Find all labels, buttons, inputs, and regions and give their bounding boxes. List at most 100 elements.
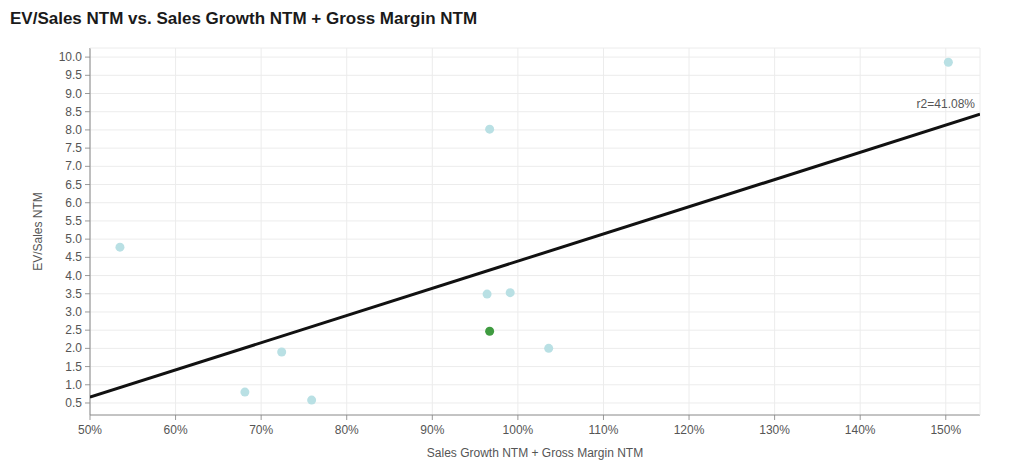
x-grid-line	[90, 48, 91, 415]
y-tick	[85, 257, 90, 258]
y-tick	[85, 293, 90, 294]
trend-line	[90, 114, 980, 397]
y-tick-label: 1.5	[65, 360, 82, 374]
y-tick	[85, 402, 90, 403]
x-tick-label: 50%	[78, 423, 102, 437]
x-axis-label: Sales Growth NTM + Gross Margin NTM	[427, 446, 643, 460]
grid	[90, 48, 980, 415]
point	[485, 327, 494, 336]
y-tick-label: 0.5	[65, 396, 82, 410]
y-tick-label: 5.5	[65, 214, 82, 228]
x-tick-label: 140%	[845, 423, 876, 437]
y-grid-line	[90, 366, 980, 367]
y-tick-label: 8.5	[65, 105, 82, 119]
y-tick-label: 6.5	[65, 178, 82, 192]
point	[483, 290, 492, 299]
x-tick-label: 80%	[335, 423, 359, 437]
x-tick	[689, 415, 690, 420]
y-tick-label: 4.0	[65, 269, 82, 283]
x-tick	[90, 415, 91, 420]
y-tick-label: 4.5	[65, 250, 82, 264]
y-tick	[85, 220, 90, 221]
y-tick-label: 10.0	[59, 50, 83, 64]
y-tick	[85, 311, 90, 312]
y-tick-label: 3.0	[65, 305, 82, 319]
y-grid-line	[90, 184, 980, 185]
y-tick	[85, 202, 90, 203]
y-axis	[90, 48, 91, 415]
x-tick-label: 70%	[249, 423, 273, 437]
y-tick	[85, 75, 90, 76]
x-tick	[432, 415, 433, 420]
x-grid-line	[603, 48, 604, 415]
y-grid-line	[90, 348, 980, 349]
y-tick	[85, 348, 90, 349]
y-grid-line	[90, 129, 980, 130]
x-tick	[175, 415, 176, 420]
y-tick	[85, 275, 90, 276]
y-tick	[85, 366, 90, 367]
x-tick-label: 110%	[589, 423, 619, 437]
y-grid-line	[90, 93, 980, 94]
x-tick	[517, 415, 518, 420]
annotation: r2=41.08%	[917, 97, 976, 111]
x-grid-line	[432, 48, 433, 415]
point	[240, 388, 249, 397]
y-grid-line	[90, 57, 980, 58]
y-axis-label: EV/Sales NTM	[31, 192, 45, 271]
y-tick	[85, 129, 90, 130]
x-tick	[860, 415, 861, 420]
y-tick	[85, 330, 90, 331]
x-grid-line	[860, 48, 861, 415]
y-tick	[85, 239, 90, 240]
x-grid-line	[517, 48, 518, 415]
plot-area	[90, 58, 980, 405]
y-tick	[85, 93, 90, 94]
x-tick	[945, 415, 946, 420]
point	[944, 58, 953, 67]
y-tick-label: 5.0	[65, 232, 82, 246]
x-tick-label: 100%	[503, 423, 534, 437]
x-tick	[774, 415, 775, 420]
x-grid-line	[346, 48, 347, 415]
y-grid-line	[90, 111, 980, 112]
y-tick	[85, 111, 90, 112]
y-grid-line	[90, 148, 980, 149]
y-tick-label: 9.0	[65, 87, 82, 101]
point	[277, 348, 286, 357]
y-grid-line	[90, 311, 980, 312]
y-tick-label: 7.5	[65, 141, 82, 155]
plot-frame	[90, 48, 980, 49]
point	[485, 125, 494, 134]
y-tick	[85, 57, 90, 58]
point	[115, 243, 124, 252]
x-grid-line	[689, 48, 690, 415]
y-tick-label: 2.5	[65, 323, 82, 337]
y-tick-label: 2.0	[65, 341, 82, 355]
x-grid-line	[175, 48, 176, 415]
y-grid-line	[90, 75, 980, 76]
title: EV/Sales NTM vs. Sales Growth NTM + Gros…	[10, 9, 477, 28]
y-grid-line	[90, 402, 980, 403]
x-axis	[90, 415, 980, 416]
x-tick	[261, 415, 262, 420]
x-grid-line	[261, 48, 262, 415]
x-tick-label: 60%	[164, 423, 188, 437]
y-tick-label: 6.0	[65, 196, 82, 210]
x-tick-label: 130%	[759, 423, 790, 437]
x-grid-line	[774, 48, 775, 415]
y-tick-label: 8.0	[65, 123, 82, 137]
y-grid-line	[90, 239, 980, 240]
y-grid-line	[90, 275, 980, 276]
x-tick-label: 120%	[674, 423, 705, 437]
y-grid-line	[90, 220, 980, 221]
y-tick-label: 1.0	[65, 378, 82, 392]
x-tick	[346, 415, 347, 420]
y-tick	[85, 184, 90, 185]
y-grid-line	[90, 293, 980, 294]
y-tick	[85, 166, 90, 167]
x-tick	[603, 415, 604, 420]
x-tick-label: 90%	[420, 423, 444, 437]
chart: EV/Sales NTM vs. Sales Growth NTM + Gros…	[0, 0, 1024, 463]
y-grid-line	[90, 166, 980, 167]
